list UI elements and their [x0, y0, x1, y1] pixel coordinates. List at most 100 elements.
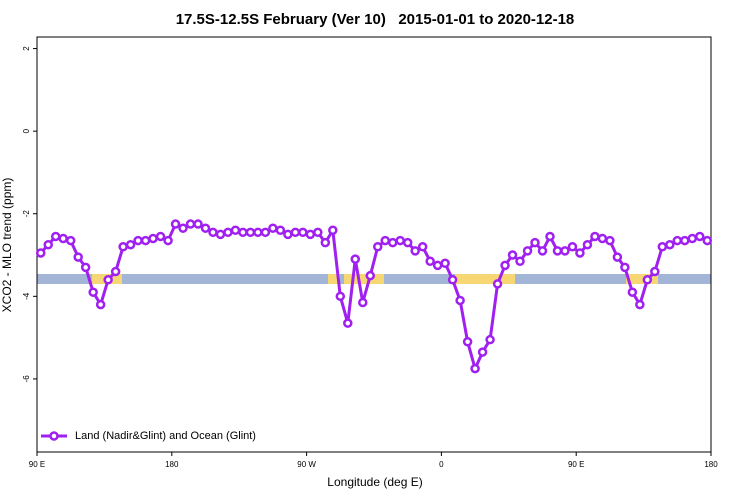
data-point — [515, 256, 525, 266]
data-point — [43, 239, 53, 250]
data-point — [125, 239, 136, 250]
x-tick-label: 90 E — [29, 460, 45, 469]
data-point — [372, 242, 383, 252]
data-point — [170, 219, 181, 229]
data-point — [118, 242, 128, 252]
legend-marker — [49, 431, 59, 441]
data-point — [110, 266, 121, 277]
data-point — [687, 233, 698, 244]
data-point — [230, 225, 241, 236]
data-point — [290, 227, 301, 238]
data-point — [208, 227, 218, 238]
legend-label: Land (Nadir&Glint) and Ocean (Glint) — [75, 430, 256, 442]
data-point — [425, 256, 435, 266]
data-point — [328, 225, 338, 236]
data-point — [395, 235, 405, 246]
data-point — [597, 233, 608, 244]
data-point — [582, 239, 593, 250]
data-point — [665, 239, 675, 250]
data-point — [522, 246, 533, 256]
x-tick-label: 0 — [439, 460, 444, 469]
data-point — [492, 279, 503, 289]
y-axis-label: XCO2 - MLO trend (ppm) — [0, 178, 14, 313]
data-point — [455, 295, 465, 306]
x-tick-label: 180 — [165, 460, 179, 469]
data-point — [268, 223, 278, 233]
data-point — [657, 242, 668, 252]
data-point — [410, 246, 420, 256]
y-tick-label: 2 — [22, 46, 31, 51]
data-point — [612, 252, 623, 262]
plot-frame — [36, 36, 712, 453]
data-point — [275, 225, 286, 236]
data-point — [238, 227, 248, 238]
data-point — [380, 235, 390, 246]
data-point — [103, 275, 113, 285]
data-point — [253, 227, 263, 238]
data-point — [50, 231, 61, 242]
data-point — [387, 237, 398, 248]
chart-title: 17.5S-12.5S February (Ver 10) 2015-01-01… — [176, 11, 575, 28]
data-point — [350, 254, 361, 264]
data-point — [88, 287, 98, 297]
data-point — [200, 223, 211, 233]
data-point — [642, 275, 653, 285]
data-point — [358, 297, 368, 308]
data-point — [605, 235, 615, 246]
data-point — [402, 237, 413, 248]
data-point — [223, 227, 233, 238]
data-point — [500, 260, 510, 271]
data-point — [447, 275, 458, 285]
data-point — [530, 237, 540, 248]
x-tick-label: 90 E — [568, 460, 584, 469]
data-point — [365, 270, 376, 281]
data-point — [80, 262, 91, 273]
data-point — [95, 299, 106, 310]
data-point — [432, 260, 443, 271]
data-point — [260, 227, 271, 238]
data-point — [680, 235, 690, 246]
data-point — [672, 235, 683, 246]
data-point — [567, 242, 578, 252]
data-point — [65, 235, 76, 246]
data-point — [335, 291, 346, 302]
data-point — [537, 246, 548, 256]
data-point — [635, 299, 645, 310]
data-point — [470, 363, 480, 374]
data-point — [193, 219, 203, 229]
data-point — [178, 223, 188, 233]
data-point — [215, 229, 226, 240]
data-point — [58, 233, 68, 244]
data-point — [590, 231, 600, 242]
data-point — [560, 246, 570, 256]
x-axis-label: Longitude (deg E) — [327, 475, 422, 489]
x-tick-label: 180 — [704, 460, 718, 469]
data-point — [185, 219, 196, 229]
data-point — [313, 227, 323, 238]
data-point — [627, 287, 638, 297]
y-tick-label: -2 — [22, 210, 31, 218]
data-point — [507, 250, 518, 260]
data-point — [305, 229, 316, 240]
data-point — [552, 246, 563, 256]
data-point — [650, 266, 660, 277]
data-point — [133, 235, 143, 246]
data-point — [343, 318, 353, 328]
data-point — [545, 231, 555, 242]
y-tick-label: 0 — [22, 128, 31, 133]
data-point — [320, 237, 331, 248]
data-point — [695, 231, 705, 242]
data-point — [283, 229, 293, 240]
data-point — [477, 347, 488, 357]
data-point — [298, 227, 308, 238]
data-point — [140, 235, 151, 246]
data-point — [35, 248, 46, 258]
data-point — [163, 235, 173, 246]
data-point — [73, 252, 83, 262]
data-point — [462, 336, 473, 347]
x-tick-label: 90 W — [297, 460, 316, 469]
data-point — [245, 227, 256, 238]
data-point — [417, 242, 428, 252]
